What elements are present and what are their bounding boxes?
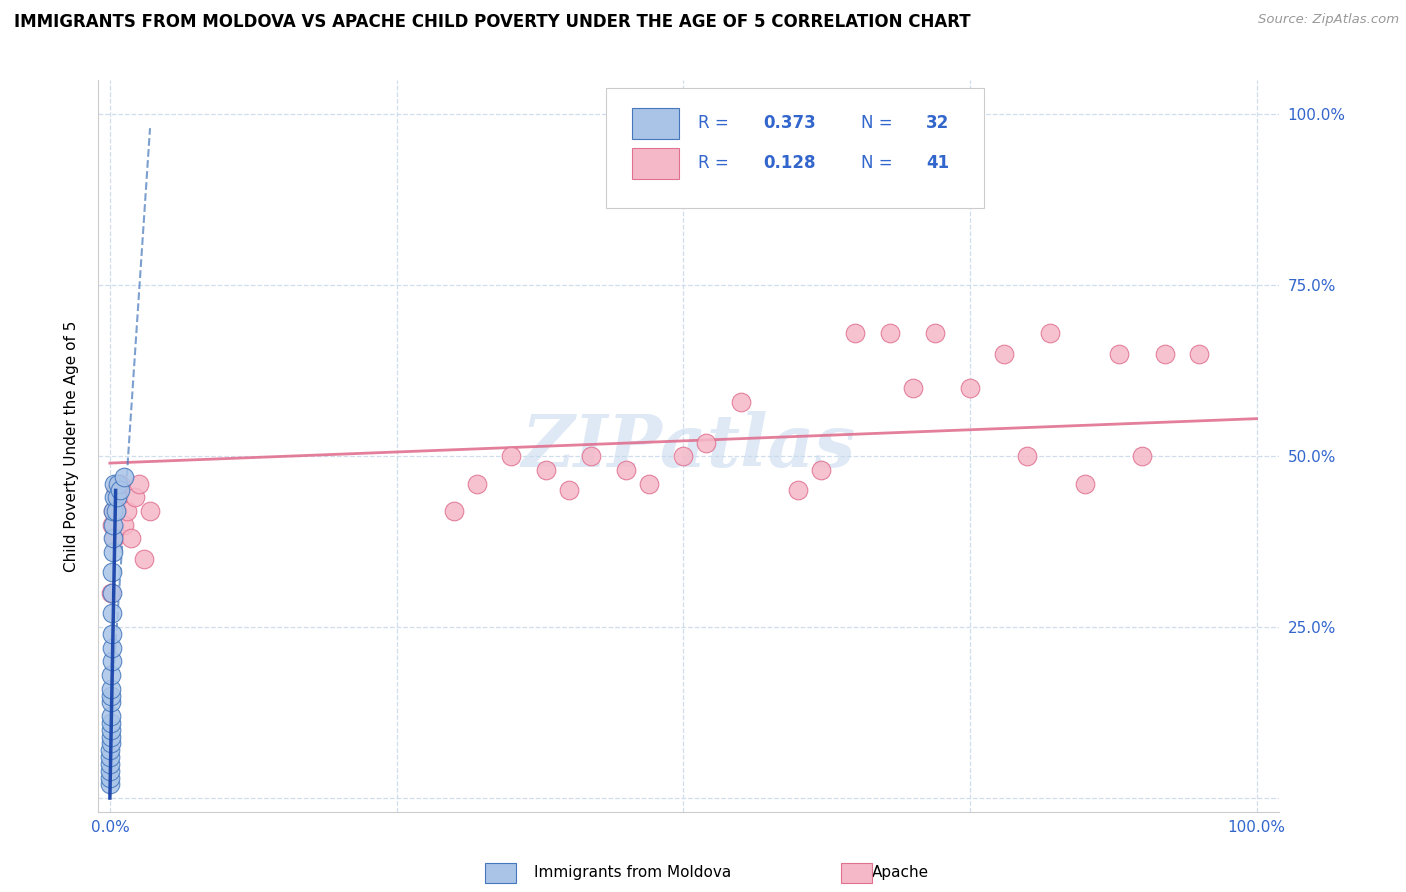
- Point: [557, 483, 579, 498]
- Point: [1130, 449, 1153, 463]
- FancyBboxPatch shape: [606, 87, 984, 209]
- Point: [139, 504, 162, 518]
- Point: [98, 771, 121, 785]
- Point: [100, 689, 122, 703]
- Point: [614, 463, 637, 477]
- Point: [101, 627, 124, 641]
- Text: 41: 41: [927, 154, 949, 172]
- Point: [103, 517, 125, 532]
- Point: [959, 381, 981, 395]
- Text: Immigrants from Moldova: Immigrants from Moldova: [534, 865, 731, 880]
- Point: [101, 545, 124, 559]
- Text: IMMIGRANTS FROM MOLDOVA VS APACHE CHILD POVERTY UNDER THE AGE OF 5 CORRELATION C: IMMIGRANTS FROM MOLDOVA VS APACHE CHILD …: [14, 13, 970, 31]
- Text: N =: N =: [862, 154, 898, 172]
- Point: [112, 517, 135, 532]
- Point: [103, 531, 125, 545]
- Point: [1017, 449, 1039, 463]
- Text: 0.128: 0.128: [763, 154, 815, 172]
- Point: [103, 490, 125, 504]
- Point: [443, 504, 465, 518]
- Y-axis label: Child Poverty Under the Age of 5: Child Poverty Under the Age of 5: [65, 320, 79, 572]
- Point: [100, 743, 122, 757]
- Point: [100, 695, 122, 709]
- Point: [581, 449, 603, 463]
- Point: [103, 504, 125, 518]
- Point: [101, 531, 124, 545]
- Point: [124, 490, 146, 504]
- Point: [465, 476, 488, 491]
- Point: [1153, 347, 1175, 361]
- Point: [695, 435, 717, 450]
- Point: [98, 777, 121, 791]
- Point: [100, 736, 122, 750]
- Point: [1108, 347, 1130, 361]
- Point: [101, 566, 124, 580]
- Point: [730, 394, 752, 409]
- Point: [103, 476, 125, 491]
- Point: [844, 326, 866, 341]
- Point: [100, 640, 122, 655]
- Point: [105, 490, 128, 504]
- Point: [1039, 326, 1062, 341]
- Point: [637, 476, 659, 491]
- Point: [672, 449, 695, 463]
- Point: [100, 668, 122, 682]
- Point: [879, 326, 901, 341]
- Point: [100, 715, 122, 730]
- Text: R =: R =: [699, 154, 734, 172]
- Point: [100, 723, 122, 737]
- Point: [98, 764, 121, 778]
- Point: [105, 504, 128, 518]
- Point: [1188, 347, 1211, 361]
- Point: [115, 504, 138, 518]
- Point: [108, 483, 131, 498]
- Point: [100, 681, 122, 696]
- Point: [134, 551, 156, 566]
- Text: 0.373: 0.373: [763, 113, 815, 132]
- Point: [101, 586, 124, 600]
- FancyBboxPatch shape: [633, 108, 679, 139]
- Point: [104, 504, 127, 518]
- Point: [108, 476, 131, 491]
- Point: [128, 476, 150, 491]
- Point: [534, 463, 557, 477]
- Point: [1073, 476, 1095, 491]
- Point: [104, 483, 127, 498]
- Point: [100, 709, 122, 723]
- Point: [100, 586, 122, 600]
- Point: [103, 504, 125, 518]
- Point: [100, 730, 122, 744]
- Text: 32: 32: [927, 113, 949, 132]
- Point: [924, 326, 946, 341]
- Point: [100, 654, 122, 668]
- Text: N =: N =: [862, 113, 898, 132]
- Point: [107, 476, 129, 491]
- Point: [112, 469, 135, 483]
- Point: [101, 517, 124, 532]
- Point: [993, 347, 1015, 361]
- Point: [810, 463, 832, 477]
- Text: Apache: Apache: [872, 865, 929, 880]
- Text: ZIPatlas: ZIPatlas: [522, 410, 856, 482]
- Text: R =: R =: [699, 113, 734, 132]
- Point: [98, 756, 121, 771]
- Point: [100, 750, 122, 764]
- Text: Source: ZipAtlas.com: Source: ZipAtlas.com: [1258, 13, 1399, 27]
- Point: [101, 607, 124, 621]
- Point: [120, 531, 142, 545]
- Point: [501, 449, 523, 463]
- Point: [107, 490, 129, 504]
- Point: [786, 483, 808, 498]
- Point: [901, 381, 924, 395]
- FancyBboxPatch shape: [633, 148, 679, 179]
